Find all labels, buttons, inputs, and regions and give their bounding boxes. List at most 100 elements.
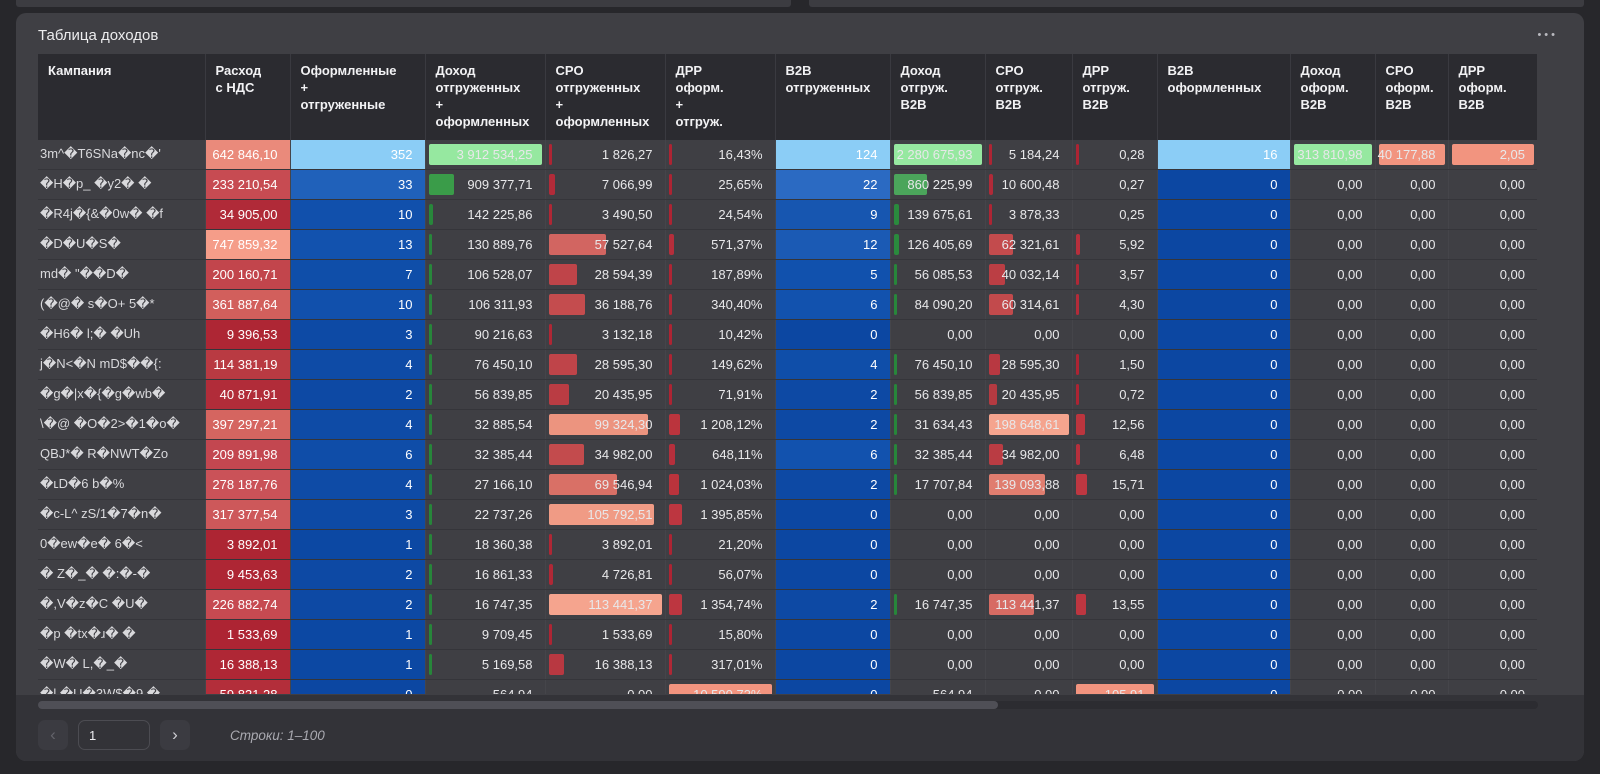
cell-value: 0: [1270, 386, 1278, 402]
cell-value: 0,00: [1410, 506, 1436, 522]
value-cell: 317 377,54: [205, 499, 291, 530]
value-cell: 4: [290, 469, 426, 500]
column-header-cpo-shipped-b2b[interactable]: CPO отгруж. B2B: [985, 54, 1073, 140]
value-bar: [548, 143, 552, 165]
value-bar: [548, 353, 577, 375]
value-bar: [668, 353, 672, 375]
value-cell: 0,00: [985, 619, 1073, 650]
value-cell: 0,00: [1072, 529, 1158, 560]
value-bar: [988, 473, 1045, 495]
column-header-expense-vat[interactable]: Расход с НДС: [205, 54, 291, 140]
cell-value: 113 441,37: [995, 596, 1060, 612]
column-header-income-shipped-b2b[interactable]: Доход отгруж. B2B: [890, 54, 986, 140]
cell-value: 0,00: [1499, 176, 1525, 192]
next-page-button[interactable]: ›: [160, 720, 190, 750]
cell-value: 13,55: [1111, 596, 1145, 612]
cell-value: 0,00: [1410, 206, 1436, 222]
value-cell: 397 297,21: [205, 409, 291, 440]
page-number-input[interactable]: [78, 720, 150, 750]
cell-value: 0: [1270, 476, 1278, 492]
value-cell: 139 675,61: [890, 199, 986, 230]
cell-value: 3: [405, 506, 413, 522]
value-cell: 0,00: [1290, 559, 1376, 590]
table-row: �H6� l;� �Uh 9 396,53 3 90 216,63 3 132,18 10…: [38, 319, 1537, 350]
cell-value: 4: [405, 476, 413, 492]
column-header-b2b-ordered[interactable]: B2B оформленных: [1157, 54, 1291, 140]
column-header-drr-ordered-b2b[interactable]: ДРР оформ. B2B: [1448, 54, 1537, 140]
value-cell: 0,00: [985, 499, 1073, 530]
value-cell: 20 435,95: [545, 379, 666, 410]
column-header-cpo-shipped-ordered[interactable]: CPO отгруженных + оформленных: [545, 54, 666, 140]
value-bar: [548, 593, 662, 615]
column-header-income-ordered-b2b[interactable]: Доход оформ. B2B: [1290, 54, 1376, 140]
cell-value: 0,00: [1337, 566, 1363, 582]
value-cell: 40 032,14: [985, 259, 1073, 290]
cell-value: 564,94: [493, 687, 533, 694]
campaign-name: �H�p_ �y2� �: [40, 176, 152, 192]
column-header-ordered-shipped[interactable]: Оформленные + отгруженные: [290, 54, 426, 140]
prev-page-button[interactable]: ‹: [38, 720, 68, 750]
column-header-b2b-shipped[interactable]: B2B отгруженных: [775, 54, 891, 140]
value-cell: 0,00: [1072, 649, 1158, 680]
horizontal-scrollbar-thumb[interactable]: [38, 701, 998, 709]
cell-value: 0,00: [1499, 416, 1525, 432]
value-bar: [893, 443, 897, 465]
value-cell: 10 600,48: [985, 169, 1073, 200]
value-bar: [1075, 143, 1079, 165]
cell-value: 0,00: [627, 687, 652, 694]
cell-value: 0: [1270, 687, 1277, 694]
value-bar: [428, 323, 432, 345]
value-bar: [548, 563, 554, 585]
value-bar: [428, 383, 432, 405]
value-cell: 6,48: [1072, 439, 1158, 470]
value-cell: 0: [1157, 319, 1291, 350]
value-bar: [428, 203, 434, 225]
value-bar: [548, 263, 577, 285]
cell-value: 20 435,95: [594, 386, 653, 402]
campaign-name: �p �tx�ɹ� �: [40, 626, 136, 642]
column-header-campaign[interactable]: Кампания: [38, 54, 206, 140]
column-header-cpo-ordered-b2b[interactable]: CPO оформ. B2B: [1375, 54, 1449, 140]
cell-value: 3,57: [1119, 266, 1145, 282]
cell-value: 10 590,73%: [693, 687, 762, 694]
value-bar: [428, 353, 432, 375]
value-cell: 90 216,63: [425, 319, 546, 350]
cell-value: 60 314,61: [1001, 296, 1060, 312]
value-cell: 564,94: [890, 679, 986, 694]
cell-value: 0: [1270, 566, 1278, 582]
cell-value: 40 871,91: [219, 386, 278, 402]
horizontal-scrollbar-track[interactable]: [38, 701, 1538, 709]
value-bar: [668, 293, 672, 315]
table-row: �,V�z�C �U� 226 882,74 2 16 747,35 113 441,3…: [38, 589, 1537, 620]
value-bar: [668, 473, 679, 495]
value-cell: 200 160,71: [205, 259, 291, 290]
value-bar: [893, 233, 899, 255]
cell-value: 3 878,33: [1008, 206, 1060, 222]
column-header-income-shipped-ordered[interactable]: Доход отгруженных + оформленных: [425, 54, 546, 140]
value-cell: 0,00: [1290, 199, 1376, 230]
value-cell: 0,00: [1448, 229, 1537, 260]
cell-value: 34 982,00: [594, 446, 653, 462]
cell-value: 0,00: [1410, 386, 1436, 402]
value-bar: [893, 413, 897, 435]
value-cell: 0,00: [1448, 619, 1537, 650]
cell-value: 2: [405, 566, 413, 582]
cell-value: 0,00: [1034, 687, 1059, 694]
ellipsis-menu-icon[interactable]: •••: [1537, 29, 1558, 41]
column-header-drr-ordered-shipped[interactable]: ДРР оформ. + отгруж.: [665, 54, 776, 140]
value-bar: [668, 323, 672, 345]
header-row: Кампания Расход с НДС Оформленные + отгруж…: [38, 54, 1537, 140]
value-bar: [668, 383, 672, 405]
value-cell: 139 093,88: [985, 469, 1073, 500]
value-cell: 62 321,61: [985, 229, 1073, 260]
column-header-drr-shipped-b2b[interactable]: ДРР отгруж. B2B: [1072, 54, 1158, 140]
value-cell: 0,00: [890, 529, 986, 560]
value-cell: 317,01%: [665, 649, 776, 680]
value-cell: 0,00: [1375, 169, 1449, 200]
value-bar: [548, 413, 648, 435]
cell-value: 0,00: [1337, 206, 1363, 222]
cell-value: 28 595,30: [1001, 356, 1060, 372]
value-cell: 0,00: [1375, 409, 1449, 440]
cell-value: 0,00: [1119, 566, 1145, 582]
value-bar: [668, 413, 680, 435]
